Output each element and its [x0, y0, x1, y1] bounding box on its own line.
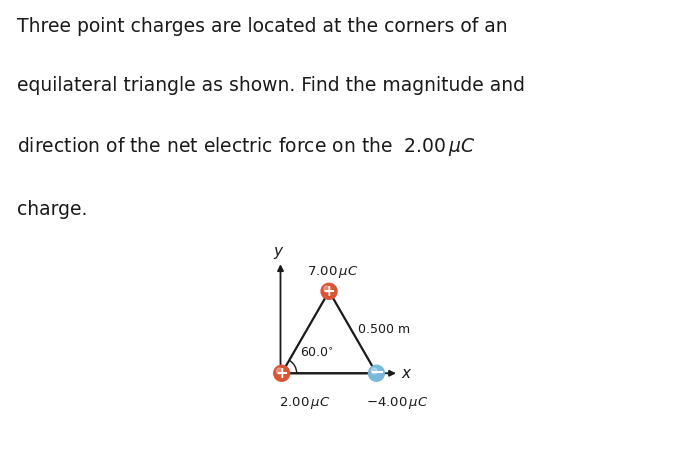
Text: $60.0^{\circ}$: $60.0^{\circ}$: [300, 347, 334, 360]
Text: $-4.00\,\mu C$: $-4.00\,\mu C$: [366, 395, 429, 411]
Text: direction of the net electric force on the  $2.00\,\mu C$: direction of the net electric force on t…: [17, 135, 476, 158]
Text: y: y: [274, 244, 283, 259]
Text: Three point charges are located at the corners of an: Three point charges are located at the c…: [17, 17, 508, 36]
Text: 0.500 m: 0.500 m: [357, 323, 410, 336]
Text: charge.: charge.: [17, 200, 88, 219]
Circle shape: [274, 365, 290, 381]
Circle shape: [324, 286, 330, 292]
Text: +: +: [275, 366, 288, 381]
Text: +: +: [322, 284, 336, 299]
Text: −: −: [369, 364, 384, 382]
Text: $7.00\,\mu C$: $7.00\,\mu C$: [306, 264, 358, 280]
Circle shape: [321, 283, 337, 299]
Text: $2.00\,\mu C$: $2.00\,\mu C$: [279, 395, 331, 411]
Text: x: x: [401, 366, 410, 381]
Circle shape: [369, 365, 385, 381]
Circle shape: [371, 368, 377, 374]
Text: equilateral triangle as shown. Find the magnitude and: equilateral triangle as shown. Find the …: [17, 76, 526, 95]
Circle shape: [276, 368, 283, 374]
